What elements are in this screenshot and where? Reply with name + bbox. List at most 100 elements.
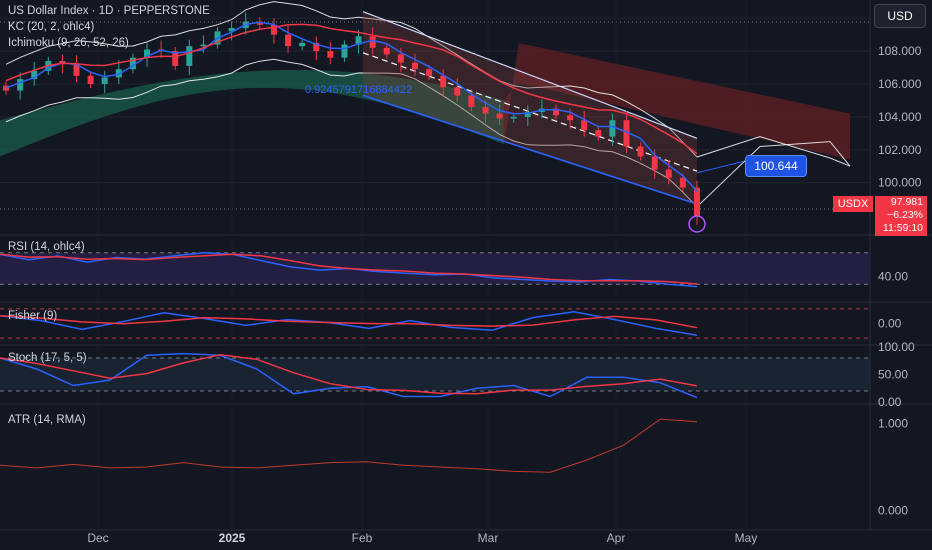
kc-legend[interactable]: KC (20, 2, ohlc4) [8, 21, 95, 33]
pane-band [0, 358, 870, 391]
candle-body [228, 28, 235, 32]
candle-body [524, 111, 531, 117]
kc-upper [5, 1, 851, 167]
candle-body [595, 130, 602, 137]
candle-body [679, 177, 686, 188]
fib-level-label: 0.9245791716884422 [305, 84, 413, 96]
last-price: 97.981 [890, 196, 923, 208]
candle-body [115, 69, 122, 78]
fisher-legend[interactable]: Fisher (9) [8, 310, 58, 322]
candle-body [299, 42, 306, 47]
signal-line [0, 314, 698, 329]
time-tick-label: May [735, 531, 758, 545]
symbol-title: US Dollar Index · 1D · PEPPERSTONE [8, 5, 210, 17]
candle-body [694, 187, 700, 216]
stoch-legend[interactable]: Stoch (17, 5, 5) [8, 352, 87, 364]
candle-body [186, 46, 193, 66]
indicator-lines [5, 21, 706, 233]
indicator-tick-label: 0.000 [878, 504, 908, 518]
tenkan-line [5, 21, 698, 192]
candle-body [129, 57, 136, 70]
time-tick-label: Mar [478, 531, 499, 545]
candle-body [313, 42, 320, 52]
candles [3, 12, 700, 225]
time-tick-label: Dec [87, 531, 108, 545]
candle-body [17, 79, 24, 91]
candle-body [411, 62, 418, 70]
candle-body [440, 75, 447, 88]
candle-body [3, 85, 9, 91]
candle-body [665, 169, 672, 178]
indicator-tick-label: 100.00 [878, 340, 915, 354]
price-axis[interactable]: 110.000108.000106.000104.000102.000100.0… [878, 11, 922, 517]
candle-body [468, 95, 475, 108]
indicator-tick-label: 50.00 [878, 368, 908, 382]
time-axis[interactable]: Dec 2025 Feb Mar Apr May [87, 531, 757, 545]
price-tick-label: 108.000 [878, 44, 922, 58]
keltner-channel [5, 1, 851, 208]
cloud-red [504, 43, 850, 160]
candle-body [256, 21, 263, 25]
candle-body [482, 107, 489, 114]
cloud-green [0, 69, 505, 157]
pane-band [0, 252, 870, 285]
indicator-tick-label: 40.00 [878, 269, 908, 283]
price-tick-label: 102.000 [878, 143, 922, 157]
kijun-line [5, 23, 698, 155]
ichimoku-legend[interactable]: Ichimoku (9, 26, 52, 26) [8, 37, 129, 49]
candle-body [496, 113, 503, 119]
candle-body [270, 24, 277, 35]
candle-body [609, 120, 616, 137]
price-tick-label: 106.000 [878, 77, 922, 91]
atr-line [0, 418, 698, 473]
atr-legend[interactable]: ATR (14, RMA) [8, 414, 86, 426]
rsi-legend[interactable]: RSI (14, ohlc4) [8, 241, 85, 253]
indicator-line [0, 352, 698, 399]
candle-body [31, 70, 38, 80]
event-marker [688, 215, 706, 233]
candle-body [552, 108, 559, 116]
candle-body [87, 75, 94, 84]
candle-body [397, 54, 404, 63]
candle-body [454, 87, 461, 96]
candle-body [567, 115, 574, 121]
time-tick-label: Apr [607, 531, 626, 545]
candle-body [200, 44, 207, 47]
signal-line [0, 253, 698, 285]
indicator-tick-label: 1.000 [878, 416, 908, 430]
ichimoku-cloud [0, 43, 850, 160]
candle-body [101, 77, 108, 84]
candle-body [144, 49, 151, 58]
channel-fill [363, 11, 697, 204]
price-tick-label: 100.000 [878, 176, 922, 190]
kc-lower [5, 58, 851, 208]
callout-connector [696, 160, 745, 174]
indicator-tick-label: 0.00 [878, 317, 902, 331]
candle-body [355, 36, 362, 45]
candle-body [581, 120, 588, 131]
price-tick-label: 104.000 [878, 110, 922, 124]
indicator-panes [0, 252, 870, 473]
channel-upper [362, 11, 698, 139]
candle-body [623, 120, 630, 147]
change-percent: −6.23% [887, 209, 923, 221]
time-tick-label: Feb [352, 531, 373, 545]
time-tick-label: 2025 [219, 531, 246, 545]
candle-body [383, 47, 390, 55]
candle-body [341, 44, 348, 58]
signal-line [0, 353, 698, 395]
channel-lower [362, 94, 698, 205]
candle-body [651, 156, 658, 170]
candle-body [426, 69, 433, 76]
currency-button[interactable]: USD [874, 4, 926, 28]
candle-body [172, 51, 179, 66]
candle-body [327, 51, 334, 58]
symbol-price-tag: USDX [833, 196, 873, 212]
candle-body [369, 36, 376, 48]
indicator-tick-label: 0.00 [878, 395, 902, 409]
candle-body [73, 64, 80, 76]
candle-body [285, 34, 292, 47]
bar-countdown: 11:59:10 [882, 222, 923, 234]
target-price-callout[interactable]: 100.644 [745, 155, 807, 177]
